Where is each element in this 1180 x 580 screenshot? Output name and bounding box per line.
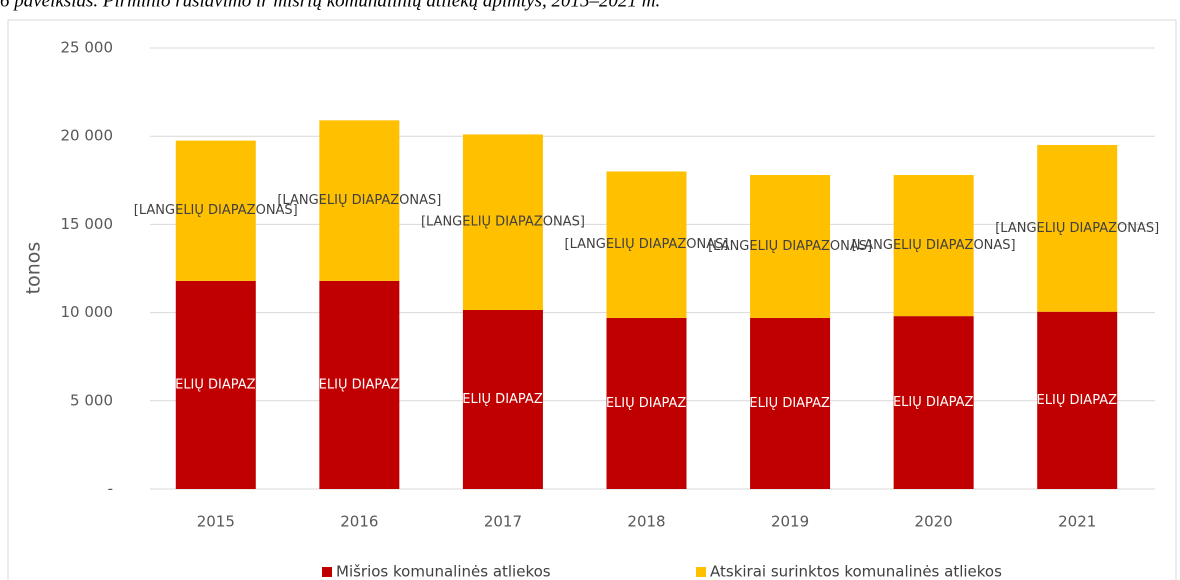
x-tick-label: 2021 (1058, 513, 1096, 531)
y-tick-label: 10 000 (61, 303, 114, 321)
bar-segment (175, 280, 256, 489)
x-tick-label: 2015 (197, 513, 235, 531)
x-tick-label: 2016 (340, 513, 378, 531)
data-label: [LANGELIŲ DIAPAZONAS] (134, 377, 298, 392)
x-tick-label: 2020 (915, 513, 953, 531)
data-label: [LANGELIŲ DIAPAZONAS] (995, 221, 1159, 236)
chart-frame (7, 19, 1177, 580)
bar-segment (750, 175, 831, 318)
bar-segment (750, 317, 831, 489)
x-tick-label: 2018 (627, 513, 665, 531)
legend-swatch (696, 567, 706, 577)
caption: 6 paveikslas. Pirminio rūšiavimo ir mišr… (0, 0, 660, 11)
data-label: [LANGELIŲ DIAPAZONAS] (277, 377, 441, 392)
legend-label: Atskirai surinktos komunalinės atliekos (710, 563, 1002, 580)
data-label: [LANGELIŲ DIAPAZONAS] (708, 396, 872, 411)
y-tick-label: 20 000 (61, 127, 114, 145)
data-label: [LANGELIŲ DIAPAZONAS] (995, 393, 1159, 408)
bar-segment (462, 309, 543, 489)
x-tick-label: 2017 (484, 513, 522, 531)
bar-segment (606, 317, 687, 489)
bar-segment (1037, 311, 1118, 489)
bar-segment (462, 134, 543, 310)
data-label: [LANGELIŲ DIAPAZONAS] (852, 395, 1016, 410)
bar-segment (893, 175, 974, 317)
y-axis-label: tonos (23, 242, 45, 295)
data-label: [LANGELIŲ DIAPAZONAS] (421, 392, 585, 407)
bar-segment (319, 120, 400, 281)
data-label: [LANGELIŲ DIAPAZONAS] (565, 237, 729, 252)
y-tick-label: 5 000 (70, 391, 113, 409)
bar-segment (893, 316, 974, 489)
bar-segment (175, 140, 256, 281)
y-tick-label: - (108, 480, 113, 498)
bar-segment (319, 280, 400, 489)
legend-label: Mišrios komunalinės atliekos (336, 563, 551, 580)
data-label: [LANGELIŲ DIAPAZONAS] (708, 239, 872, 254)
x-tick-label: 2019 (771, 513, 809, 531)
y-tick-label: 15 000 (61, 215, 114, 233)
data-label: [LANGELIŲ DIAPAZONAS] (134, 203, 298, 218)
data-label: [LANGELIŲ DIAPAZONAS] (421, 215, 585, 230)
data-label: [LANGELIŲ DIAPAZONAS] (565, 396, 729, 411)
y-tick-label: 25 000 (61, 39, 114, 57)
data-label: [LANGELIŲ DIAPAZONAS] (852, 238, 1016, 253)
legend-swatch (322, 567, 332, 577)
bar-segment (1037, 145, 1118, 312)
data-label: [LANGELIŲ DIAPAZONAS] (277, 193, 441, 208)
bar-segment (606, 171, 687, 318)
